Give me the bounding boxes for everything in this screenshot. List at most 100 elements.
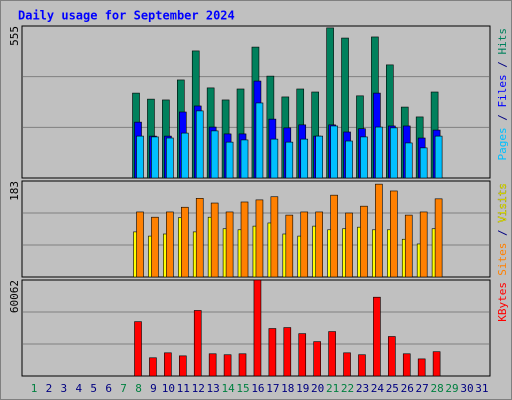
bar: [417, 358, 426, 377]
legend: KBytes: [496, 282, 509, 322]
bar: [210, 130, 219, 179]
bar: [240, 139, 249, 179]
x-tick-label: 9: [150, 382, 157, 395]
bar: [195, 110, 204, 179]
bar: [360, 136, 368, 179]
x-tick-label: 25: [386, 382, 399, 395]
x-tick-label: 26: [401, 382, 414, 395]
bar: [179, 355, 187, 377]
legend-entry: Hits: [496, 28, 509, 55]
bar: [388, 336, 396, 377]
legend-entry: Pages: [496, 127, 509, 160]
bar: [419, 147, 428, 179]
bar: [345, 140, 353, 179]
x-tick-label: 30: [460, 382, 473, 395]
bar: [375, 183, 383, 278]
bar: [181, 206, 189, 278]
bar: [434, 135, 443, 179]
bar: [432, 351, 441, 377]
bar: [313, 341, 321, 377]
bar: [419, 211, 428, 278]
bar: [166, 137, 174, 179]
legend-entry: Files: [496, 74, 509, 107]
y-tick-label: 555: [8, 26, 21, 46]
x-tick-label: 19: [296, 382, 309, 395]
x-tick-label: 17: [266, 382, 279, 395]
x-tick-label: 11: [177, 382, 190, 395]
bar: [330, 125, 338, 179]
x-tick-label: 6: [105, 382, 112, 395]
x-tick-label: 20: [311, 382, 324, 395]
bar: [390, 190, 398, 278]
x-tick-label: 8: [135, 382, 142, 395]
x-tick-label: 5: [90, 382, 97, 395]
x-tick-label: 31: [475, 382, 488, 395]
bar: [270, 196, 279, 278]
bar: [225, 141, 234, 179]
bar: [149, 357, 157, 377]
y-tick-label: 183: [8, 181, 21, 201]
x-tick-label: 12: [192, 382, 205, 395]
bar: [330, 194, 338, 278]
x-tick-label: 16: [251, 382, 264, 395]
bar: [151, 136, 159, 179]
bar: [136, 135, 144, 179]
bar: [402, 353, 411, 377]
x-tick-label: 2: [46, 382, 53, 395]
x-tick-label: 13: [207, 382, 220, 395]
y-tick-label: 60062: [8, 280, 21, 313]
bar: [343, 352, 351, 377]
x-tick-label: 29: [445, 382, 458, 395]
bar: [193, 310, 202, 377]
bar: [358, 354, 366, 377]
bar: [225, 211, 234, 278]
bar: [315, 135, 323, 179]
bar: [404, 142, 413, 179]
legend: Sites / Visits: [496, 183, 509, 276]
bar: [360, 205, 368, 278]
bar: [255, 102, 264, 179]
x-tick-label: 23: [356, 382, 369, 395]
legend-separator: /: [496, 223, 509, 243]
bar: [390, 127, 398, 179]
legend-separator: /: [496, 108, 509, 128]
bar: [375, 126, 383, 179]
bar: [285, 214, 294, 278]
bar: [134, 321, 142, 377]
x-tick-label: 27: [416, 382, 429, 395]
bar: [328, 331, 336, 377]
bar: [208, 353, 217, 377]
x-tick-label: 14: [221, 382, 235, 395]
bar: [285, 141, 294, 179]
x-tick-label: 4: [75, 382, 82, 395]
bar: [373, 296, 381, 377]
bar: [223, 354, 232, 377]
bar: [240, 201, 249, 278]
bar: [253, 279, 262, 377]
bar: [404, 214, 413, 278]
bar: [238, 353, 247, 377]
bar: [300, 211, 309, 278]
legend-entry: Sites: [496, 243, 509, 276]
x-tick-label: 7: [120, 382, 127, 395]
x-tick-label: 1: [31, 382, 38, 395]
bar: [345, 212, 353, 278]
x-tick-label: 21: [326, 382, 339, 395]
x-tick-label: 18: [281, 382, 294, 395]
bar: [166, 211, 174, 278]
bar: [255, 199, 264, 278]
bar: [151, 216, 159, 278]
bar: [210, 202, 219, 278]
bar: [164, 352, 172, 377]
x-tick-label: 10: [162, 382, 175, 395]
chart-title: Daily usage for September 2024: [18, 9, 235, 23]
bar: [136, 211, 144, 278]
legend: Pages / Files / Hits: [496, 28, 509, 161]
bar: [315, 211, 323, 278]
bar: [270, 138, 279, 179]
x-tick-label: 24: [371, 382, 385, 395]
bar: [268, 328, 277, 377]
x-tick-label: 15: [236, 382, 249, 395]
legend-entry: KBytes: [496, 282, 509, 322]
